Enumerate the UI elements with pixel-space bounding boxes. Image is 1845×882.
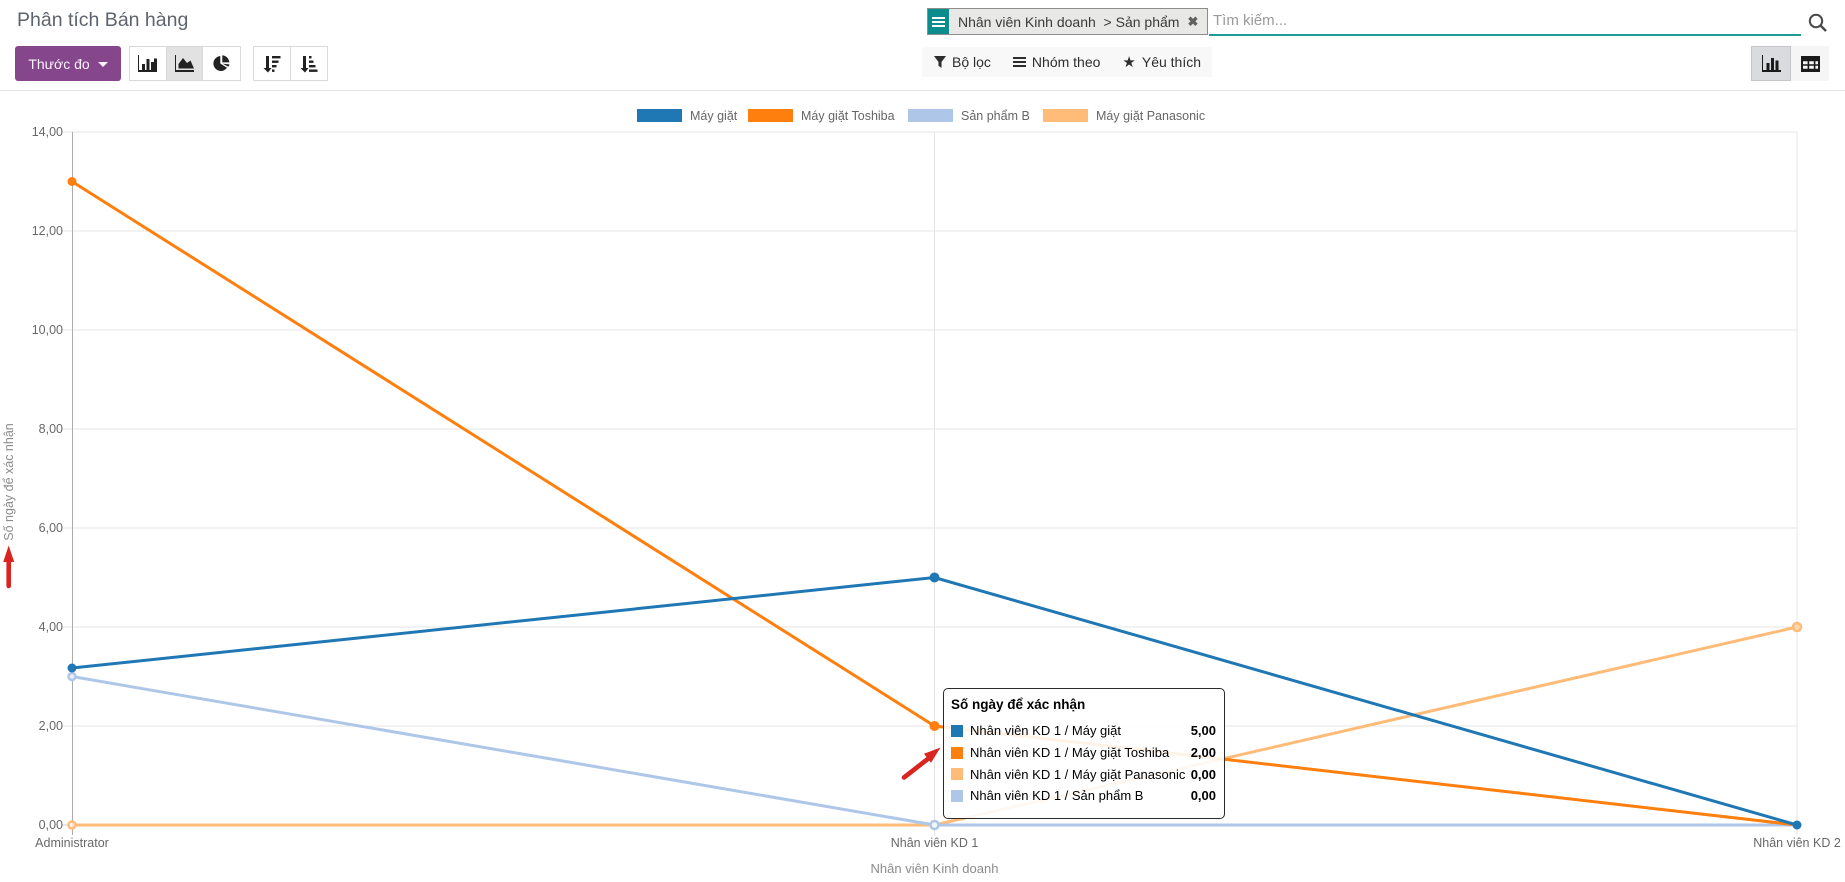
svg-text:Số ngày để xác nhận: Số ngày để xác nhận (2, 423, 16, 540)
svg-text:Administrator: Administrator (35, 836, 109, 850)
svg-text:4,00: 4,00 (39, 620, 63, 634)
svg-text:Nhân viên Kinh doanh: Nhân viên Kinh doanh (871, 861, 999, 876)
svg-text:Nhân viên KD 1: Nhân viên KD 1 (891, 836, 979, 850)
svg-text:Máy giặt: Máy giặt (690, 109, 738, 123)
svg-text:Máy giặt Toshiba: Máy giặt Toshiba (801, 109, 895, 123)
svg-text:6,00: 6,00 (39, 521, 63, 535)
svg-text:8,00: 8,00 (39, 422, 63, 436)
svg-text:0,00: 0,00 (39, 818, 63, 832)
svg-text:Máy giặt Panasonic: Máy giặt Panasonic (1096, 109, 1205, 123)
svg-text:2,00: 2,00 (39, 719, 63, 733)
svg-text:Sản phẩm B: Sản phẩm B (961, 109, 1030, 123)
svg-text:10,00: 10,00 (32, 323, 63, 337)
svg-text:Nhân viên KD 2: Nhân viên KD 2 (1753, 836, 1841, 850)
svg-text:14,00: 14,00 (32, 125, 63, 139)
svg-text:12,00: 12,00 (32, 224, 63, 238)
